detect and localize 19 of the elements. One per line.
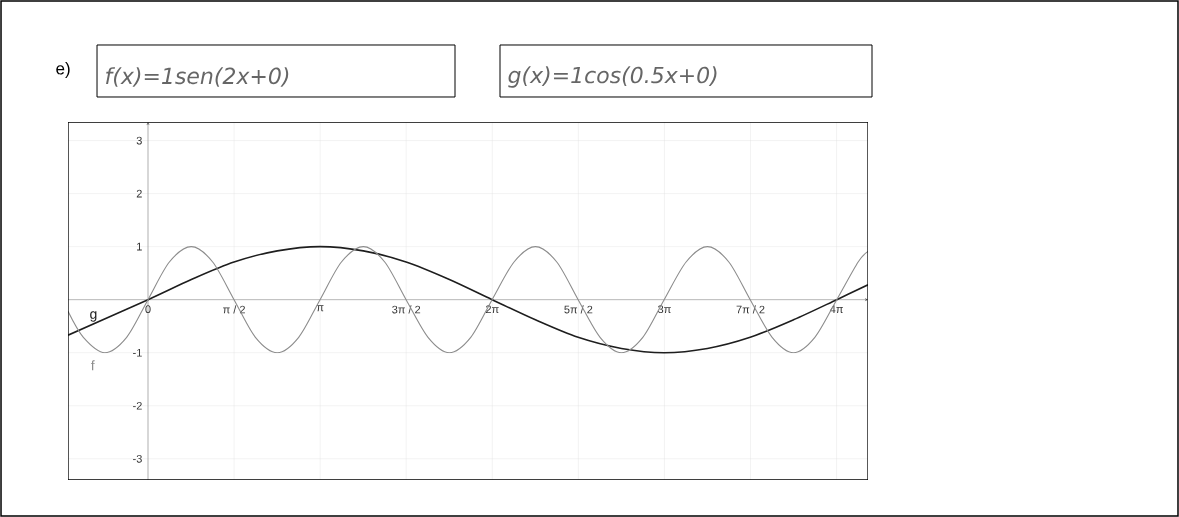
x-tick-label: 3π / 2 [392,305,421,314]
text: g(x)=1cos(0.5x+0) [508,66,717,88]
y-tick-label: -1 [133,348,142,357]
x-tick-label: 2π [485,305,499,314]
x-tick-label: 0 [145,305,151,314]
y-tick-label: 2 [136,189,142,198]
x-tick-label: π / 2 [223,305,245,314]
series-label: g [90,311,97,322]
x-tick-label: 3π [658,305,671,314]
text: f(x)=1sen(2x+0) [106,67,289,87]
x-tick-label: 4π [829,305,843,313]
x-tick-label: π [316,305,324,312]
series-label: f [90,360,95,371]
y-tick-label: 3 [136,136,142,145]
y-tick-label: -3 [133,454,142,463]
x-tick-label: 5π / 2 [564,305,593,314]
y-tick-label: -2 [133,401,142,410]
y-tick-label: 1 [137,242,142,251]
chart-title: e) [56,62,70,78]
